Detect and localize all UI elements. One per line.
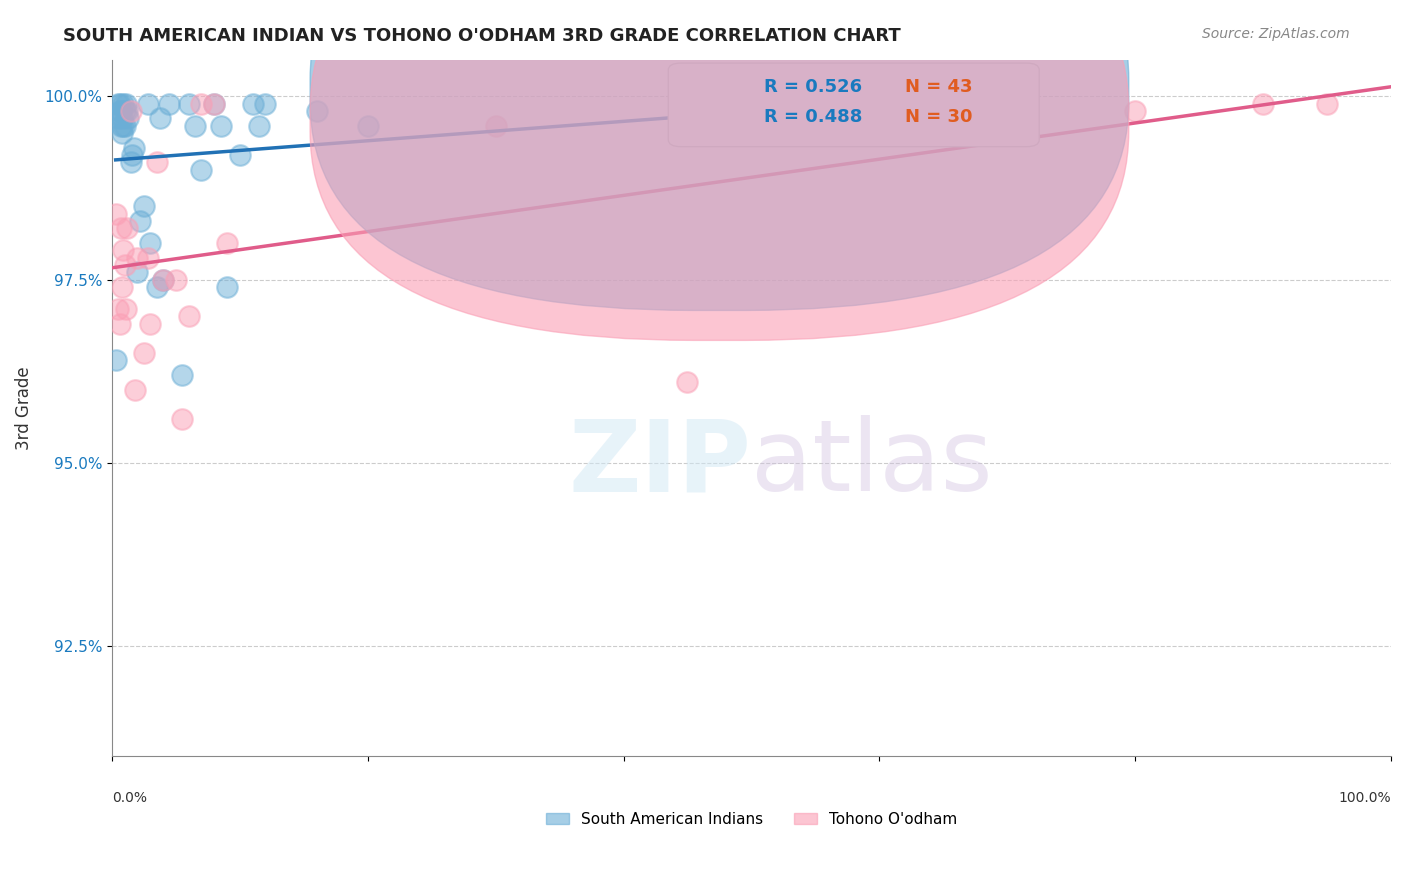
- Text: Source: ZipAtlas.com: Source: ZipAtlas.com: [1202, 27, 1350, 41]
- South American Indians: [190, 162, 212, 177]
- South American Indians: [110, 119, 132, 133]
- South American Indians: [122, 140, 145, 154]
- Tohono O'odham: [484, 119, 506, 133]
- South American Indians: [107, 112, 129, 126]
- South American Indians: [209, 119, 232, 133]
- Tohono O'odham: [995, 96, 1018, 111]
- Tohono O'odham: [115, 301, 138, 316]
- South American Indians: [149, 112, 172, 126]
- South American Indians: [129, 214, 152, 228]
- Tohono O'odham: [1316, 96, 1339, 111]
- South American Indians: [112, 96, 135, 111]
- South American Indians: [120, 155, 142, 169]
- South American Indians: [121, 148, 143, 162]
- South American Indians: [145, 280, 167, 294]
- Tohono O'odham: [107, 301, 129, 316]
- South American Indians: [112, 119, 135, 133]
- South American Indians: [305, 103, 328, 118]
- South American Indians: [110, 103, 132, 118]
- Tohono O'odham: [804, 119, 827, 133]
- South American Indians: [247, 119, 270, 133]
- Text: SOUTH AMERICAN INDIAN VS TOHONO O'ODHAM 3RD GRADE CORRELATION CHART: SOUTH AMERICAN INDIAN VS TOHONO O'ODHAM …: [63, 27, 901, 45]
- Text: ZIP: ZIP: [568, 415, 751, 512]
- FancyBboxPatch shape: [311, 0, 1129, 341]
- Tohono O'odham: [202, 96, 225, 111]
- Legend: South American Indians, Tohono O'odham: South American Indians, Tohono O'odham: [540, 805, 963, 833]
- South American Indians: [184, 119, 207, 133]
- Tohono O'odham: [124, 383, 146, 397]
- Tohono O'odham: [115, 221, 138, 235]
- South American Indians: [356, 119, 378, 133]
- Tohono O'odham: [132, 346, 155, 360]
- South American Indians: [172, 368, 194, 382]
- South American Indians: [177, 96, 200, 111]
- Tohono O'odham: [172, 412, 194, 426]
- South American Indians: [108, 103, 131, 118]
- Tohono O'odham: [152, 272, 174, 286]
- South American Indians: [107, 96, 129, 111]
- Tohono O'odham: [112, 244, 135, 258]
- Tohono O'odham: [145, 155, 167, 169]
- South American Indians: [104, 353, 127, 368]
- South American Indians: [136, 96, 159, 111]
- South American Indians: [111, 112, 134, 126]
- South American Indians: [115, 96, 138, 111]
- South American Indians: [932, 96, 955, 111]
- Tohono O'odham: [139, 317, 162, 331]
- Tohono O'odham: [110, 221, 132, 235]
- South American Indians: [117, 112, 139, 126]
- Text: 0.0%: 0.0%: [112, 791, 146, 805]
- South American Indians: [127, 265, 149, 279]
- South American Indians: [114, 119, 136, 133]
- Tohono O'odham: [114, 258, 136, 272]
- South American Indians: [111, 126, 134, 140]
- Tohono O'odham: [136, 251, 159, 265]
- Tohono O'odham: [104, 206, 127, 220]
- South American Indians: [108, 96, 131, 111]
- Tohono O'odham: [108, 317, 131, 331]
- South American Indians: [254, 96, 277, 111]
- Tohono O'odham: [111, 280, 134, 294]
- Tohono O'odham: [165, 272, 187, 286]
- South American Indians: [132, 199, 155, 213]
- Tohono O'odham: [120, 103, 142, 118]
- Text: atlas: atlas: [751, 415, 993, 512]
- Text: N = 43: N = 43: [905, 78, 973, 96]
- South American Indians: [242, 96, 264, 111]
- South American Indians: [152, 272, 174, 286]
- South American Indians: [114, 103, 136, 118]
- South American Indians: [740, 96, 762, 111]
- Text: 100.0%: 100.0%: [1339, 791, 1391, 805]
- South American Indians: [202, 96, 225, 111]
- Tohono O'odham: [127, 251, 149, 265]
- South American Indians: [139, 235, 162, 250]
- Tohono O'odham: [177, 310, 200, 324]
- Text: N = 30: N = 30: [905, 109, 973, 127]
- Tohono O'odham: [676, 376, 699, 390]
- South American Indians: [215, 280, 238, 294]
- Tohono O'odham: [1123, 103, 1146, 118]
- Text: R = 0.488: R = 0.488: [765, 109, 863, 127]
- South American Indians: [229, 148, 252, 162]
- Y-axis label: 3rd Grade: 3rd Grade: [15, 366, 32, 450]
- FancyBboxPatch shape: [668, 63, 1039, 146]
- FancyBboxPatch shape: [311, 0, 1129, 310]
- Tohono O'odham: [190, 96, 212, 111]
- Text: R = 0.526: R = 0.526: [765, 78, 862, 96]
- Tohono O'odham: [215, 235, 238, 250]
- South American Indians: [157, 96, 180, 111]
- South American Indians: [115, 103, 138, 118]
- Tohono O'odham: [1251, 96, 1274, 111]
